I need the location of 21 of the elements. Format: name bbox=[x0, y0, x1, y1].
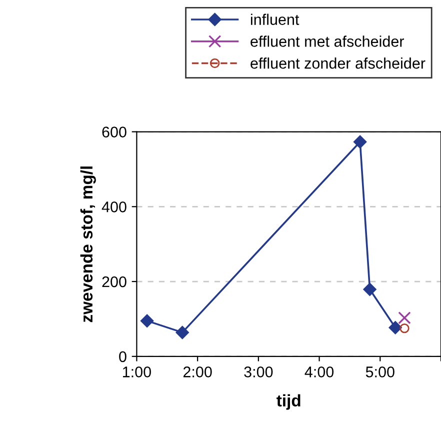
y-tick-label: 200 bbox=[102, 276, 126, 288]
legend-label: effluent met afscheider bbox=[250, 36, 404, 47]
x-tick-label: 2:00 bbox=[183, 366, 212, 378]
point bbox=[388, 320, 402, 334]
y-axis-title: zwevende stof, mg/l bbox=[80, 166, 96, 322]
point bbox=[400, 323, 410, 334]
y-tick-label: 0 bbox=[119, 351, 126, 362]
legend-label: influent bbox=[250, 14, 300, 25]
point bbox=[353, 135, 367, 148]
point bbox=[398, 311, 411, 324]
x-tick-label: 1:00 bbox=[123, 366, 151, 378]
legend-label: effluent zonder afscheider bbox=[250, 58, 426, 69]
x-axis-title: tijd bbox=[276, 394, 300, 410]
x-tick-label: 3:00 bbox=[244, 366, 273, 378]
y-tick-label: 400 bbox=[102, 202, 126, 212]
y-tick-label: 600 bbox=[102, 126, 126, 138]
x-tick-label: 5:00 bbox=[366, 366, 394, 378]
point bbox=[176, 326, 189, 340]
point bbox=[140, 314, 154, 328]
point bbox=[363, 282, 376, 296]
x-tick-label: 4:00 bbox=[304, 366, 334, 378]
